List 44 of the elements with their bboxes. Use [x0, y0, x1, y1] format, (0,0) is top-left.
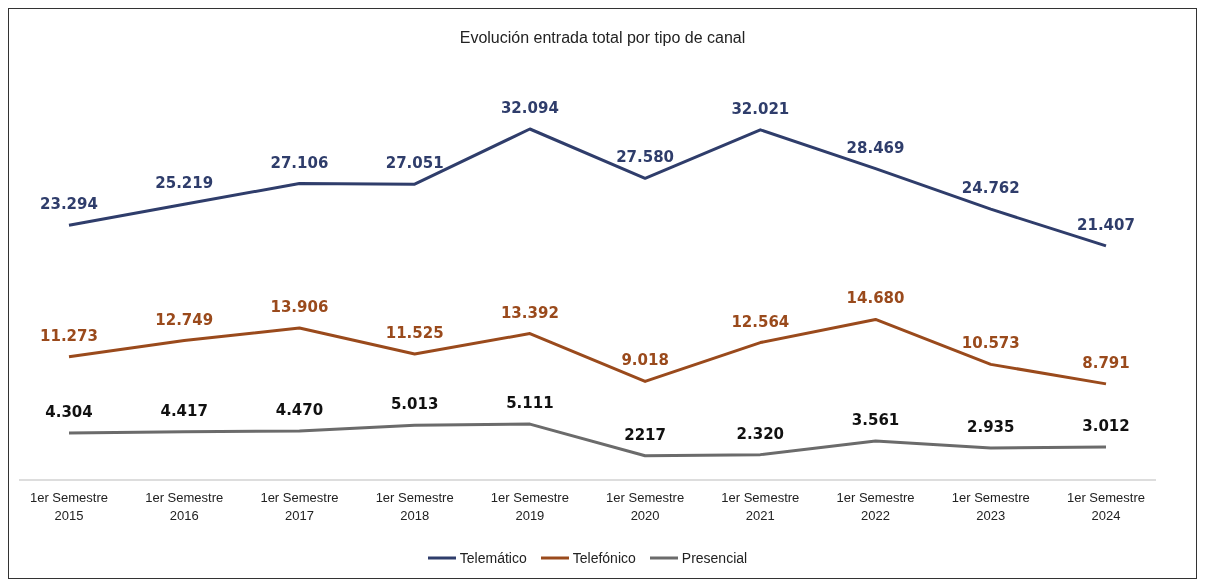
x-tick-label: 1er Semestre 2020 [606, 490, 685, 523]
data-label: 2.935 [967, 417, 1015, 436]
data-label: 32.021 [731, 99, 790, 118]
data-label: 2.320 [736, 424, 785, 443]
data-label: 27.051 [385, 154, 444, 173]
x-tick-label: 1er Semestre 2024 [1066, 490, 1146, 523]
data-label: 14.680 [846, 289, 905, 308]
legend-label: Telefónico [572, 550, 636, 566]
legend-label: Presencial [681, 550, 748, 566]
data-label: 32.094 [500, 99, 559, 117]
data-label: 9.018 [621, 351, 669, 370]
x-tick-label: 1er Semestre 2022 [836, 490, 915, 523]
data-label: 13.392 [500, 303, 559, 322]
data-label: 27.580 [616, 148, 675, 167]
x-tick-label: 1er Semestre 2015 [29, 490, 109, 523]
data-label: 10.573 [961, 334, 1020, 353]
data-label: 12.749 [155, 310, 214, 329]
data-label: 24.762 [961, 179, 1020, 198]
data-label: 23.294 [40, 195, 98, 214]
data-label: 5.013 [390, 395, 439, 414]
data-label: 27.106 [270, 153, 329, 172]
data-label: 4.470 [275, 401, 324, 420]
data-label: 8.791 [1082, 353, 1130, 372]
legend-label: Telemático [459, 550, 527, 566]
data-label: 12.564 [731, 312, 790, 331]
data-label: 4.304 [45, 402, 93, 421]
data-label: 3.012 [1082, 417, 1130, 436]
x-tick-label: 1er Semestre 2018 [375, 490, 454, 523]
data-label: 13.906 [270, 297, 329, 316]
data-label: 2217 [624, 425, 666, 444]
x-tick-label: 1er Semestre 2019 [490, 490, 569, 523]
data-label: 21.407 [1077, 215, 1135, 234]
x-tick-label: 1er Semestre 2016 [145, 490, 224, 523]
data-label: 11.525 [385, 323, 444, 342]
data-label: 4.417 [160, 401, 208, 420]
data-label: 3.561 [851, 411, 900, 430]
data-label: 11.273 [40, 326, 98, 345]
x-tick-label: 1er Semestre 2021 [721, 490, 800, 523]
data-label: 28.469 [846, 138, 905, 157]
chart-title: Evolución entrada total por tipo de canal [458, 29, 747, 48]
x-tick-label: 1er Semestre 2017 [260, 490, 339, 523]
data-label: 25.219 [155, 174, 214, 193]
data-label: 5.111 [506, 394, 554, 413]
x-tick-label: 1er Semestre 2023 [951, 490, 1030, 523]
